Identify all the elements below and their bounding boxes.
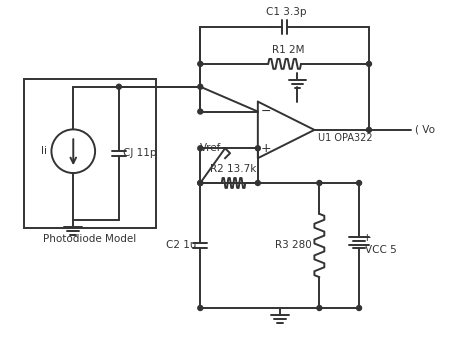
Circle shape — [198, 109, 203, 114]
Circle shape — [198, 305, 203, 310]
Circle shape — [255, 146, 260, 151]
Text: C1 3.3p: C1 3.3p — [266, 7, 307, 17]
Circle shape — [356, 180, 362, 186]
Circle shape — [198, 180, 203, 186]
Text: CJ 11p: CJ 11p — [123, 148, 156, 158]
Circle shape — [198, 180, 203, 186]
Text: R2 13.7k: R2 13.7k — [210, 164, 256, 174]
Circle shape — [198, 146, 203, 151]
Circle shape — [366, 127, 372, 132]
Text: +: + — [363, 232, 372, 243]
Circle shape — [117, 84, 121, 89]
Circle shape — [366, 61, 372, 66]
Circle shape — [255, 180, 260, 186]
Text: Photodiode Model: Photodiode Model — [43, 234, 136, 244]
Circle shape — [317, 180, 322, 186]
Text: +: + — [261, 142, 271, 155]
Text: R1 2M: R1 2M — [273, 45, 305, 55]
Text: R3 280: R3 280 — [274, 240, 311, 251]
Circle shape — [317, 305, 322, 310]
Circle shape — [356, 305, 362, 310]
Bar — [24, 79, 155, 228]
Text: U1 OPA322: U1 OPA322 — [319, 133, 373, 143]
Circle shape — [198, 61, 203, 66]
Text: ( Vo: ( Vo — [415, 125, 435, 135]
Text: Ii: Ii — [41, 146, 47, 156]
Text: −: − — [261, 105, 271, 118]
Text: Vref: Vref — [200, 143, 221, 153]
Circle shape — [198, 84, 203, 89]
Text: C2 1u: C2 1u — [166, 240, 196, 251]
Text: VCC 5: VCC 5 — [365, 245, 397, 256]
